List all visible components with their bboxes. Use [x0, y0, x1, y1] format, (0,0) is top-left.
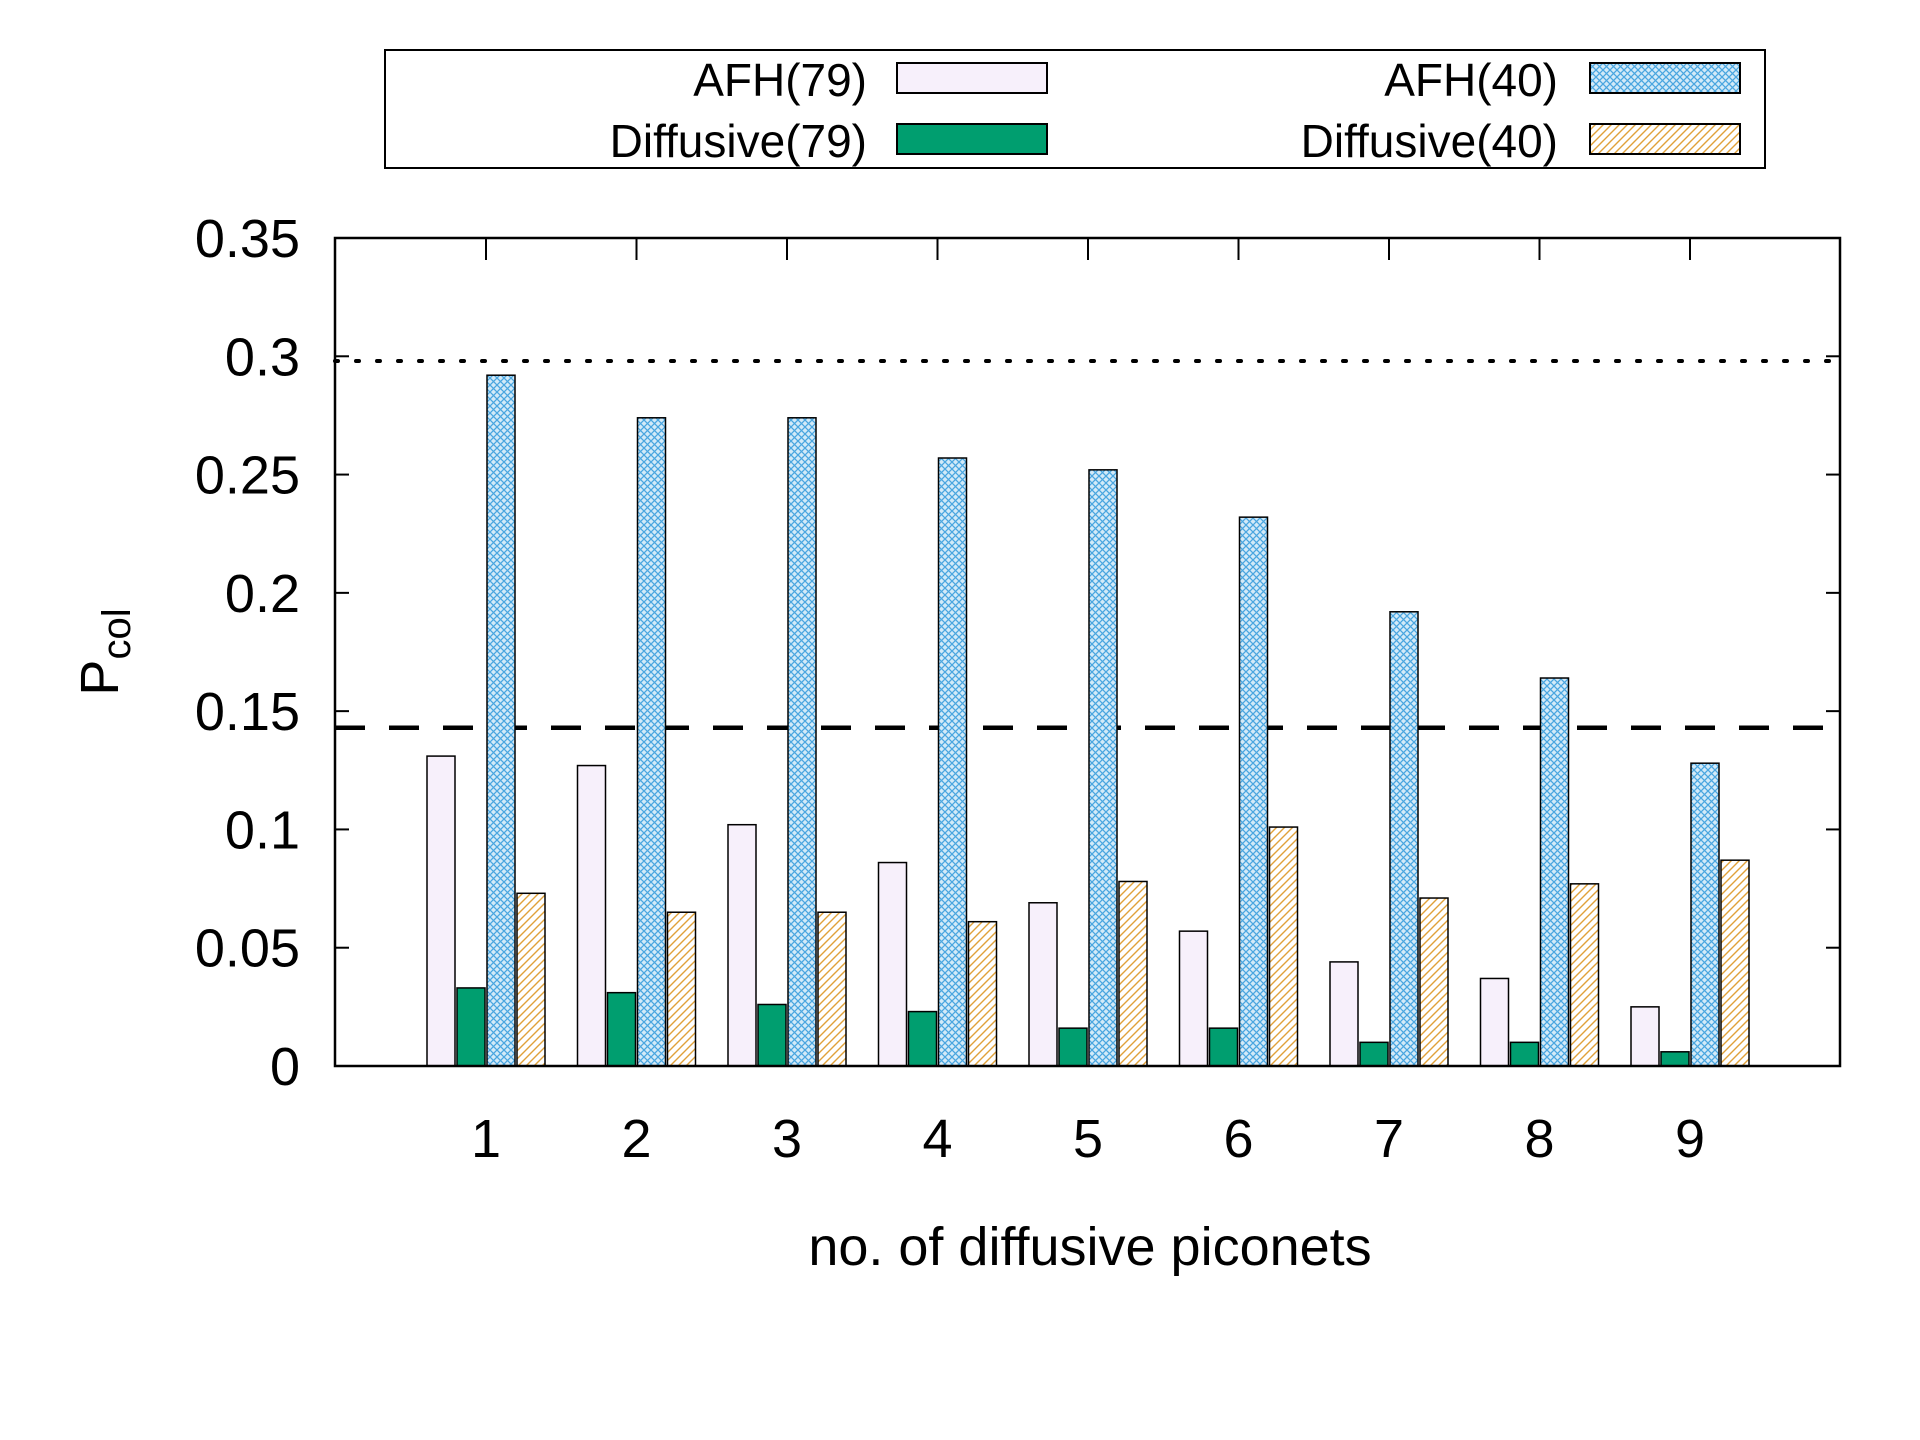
- bar-diffusive-79-1: [456, 987, 486, 1067]
- bar-afh-40-7: [1389, 611, 1419, 1067]
- bar-afh-79-3: [727, 823, 757, 1067]
- axis-ticks: 0 0.05 0.1 0.15 0.2 0.25 0.3 0.35 1 2 3 4 5 6 7 8 9: [195, 209, 1840, 1169]
- legend: AFH(79) Diffusive(79) AFH(40) Diffusive(…: [384, 49, 1766, 169]
- x-tick-label: 6: [1223, 1109, 1253, 1169]
- bar-diffusive-40-9: [1720, 859, 1750, 1067]
- legend-swatch-diffusive79: [896, 123, 1048, 155]
- bar-diffusive-40-3: [817, 911, 847, 1067]
- bar-afh-79-5: [1028, 902, 1058, 1067]
- bar-diffusive-40-8: [1569, 883, 1600, 1067]
- bar-afh-40-9: [1690, 762, 1720, 1067]
- legend-box: [384, 49, 1766, 169]
- x-tick-label: 1: [471, 1109, 501, 1169]
- bar-diffusive-79-5: [1058, 1027, 1088, 1067]
- y-tick-label: 0.2: [225, 564, 300, 624]
- legend-label-diffusive40: Diffusive(40): [1301, 115, 1558, 167]
- bar-afh-79-9: [1630, 1006, 1660, 1067]
- bar-diffusive-40-5: [1118, 880, 1148, 1067]
- bar-diffusive-79-3: [757, 1003, 787, 1067]
- bar-afh-40-1: [486, 374, 516, 1067]
- plot-frame: [333, 236, 1842, 1068]
- y-axis-title-main: P: [70, 660, 130, 696]
- legend-label-diffusive79: Diffusive(79): [610, 115, 867, 167]
- legend-swatch-afh79: [896, 62, 1048, 94]
- bar-diffusive-40-2: [666, 911, 697, 1067]
- x-tick-label: 8: [1524, 1109, 1554, 1169]
- legend-label-afh40: AFH(40): [1384, 54, 1558, 106]
- y-tick-label: 0.25: [195, 446, 300, 506]
- x-tick-label: 3: [772, 1109, 802, 1169]
- bar-afh-40-2: [636, 417, 667, 1067]
- y-tick-label: 0.1: [225, 800, 300, 860]
- legend-label-afh79: AFH(79): [693, 54, 867, 106]
- y-tick-label: 0: [270, 1037, 300, 1097]
- x-tick-label: 7: [1374, 1109, 1404, 1169]
- legend-swatch-afh40: [1589, 62, 1741, 94]
- bar-afh-40-6: [1238, 516, 1269, 1067]
- y-tick-label: 0.3: [225, 327, 300, 387]
- bar-afh-40-4: [937, 457, 968, 1067]
- bar-diffusive-79-8: [1509, 1041, 1540, 1067]
- bar-diffusive-79-4: [907, 1010, 938, 1067]
- y-axis-title: Pcol: [70, 608, 139, 695]
- bar-diffusive-40-4: [967, 920, 998, 1067]
- bar-diffusive-79-2: [606, 991, 637, 1067]
- x-tick-label: 5: [1073, 1109, 1103, 1169]
- bar-afh-79-1: [426, 755, 456, 1067]
- y-tick-label: 0.35: [195, 209, 300, 269]
- x-tick-label: 4: [922, 1109, 952, 1169]
- bar-diffusive-40-7: [1419, 897, 1449, 1067]
- bar-diffusive-79-6: [1208, 1027, 1239, 1067]
- y-axis-title-sub: col: [95, 608, 139, 659]
- y-tick-label: 0.05: [195, 919, 300, 979]
- bar-diffusive-79-9: [1660, 1051, 1690, 1067]
- bar-diffusive-40-6: [1268, 826, 1299, 1067]
- bars: [426, 374, 1750, 1067]
- reference-lines: [333, 359, 1842, 730]
- bar-afh-79-7: [1329, 961, 1359, 1067]
- bar-afh-79-4: [877, 861, 908, 1067]
- y-tick-label: 0.15: [195, 682, 300, 742]
- x-axis-title: no. of diffusive piconets: [808, 1217, 1371, 1277]
- bar-afh-79-8: [1479, 977, 1510, 1067]
- bar-afh-79-6: [1178, 930, 1209, 1067]
- x-tick-label: 9: [1675, 1109, 1705, 1169]
- bar-afh-40-8: [1539, 677, 1570, 1067]
- bar-afh-79-2: [576, 764, 607, 1067]
- x-tick-label: 2: [621, 1109, 651, 1169]
- bar-afh-40-5: [1088, 469, 1118, 1067]
- bar-diffusive-40-1: [516, 892, 546, 1067]
- legend-swatch-diffusive40: [1589, 123, 1741, 155]
- bar-diffusive-79-7: [1359, 1041, 1389, 1067]
- bar-afh-40-3: [787, 417, 817, 1067]
